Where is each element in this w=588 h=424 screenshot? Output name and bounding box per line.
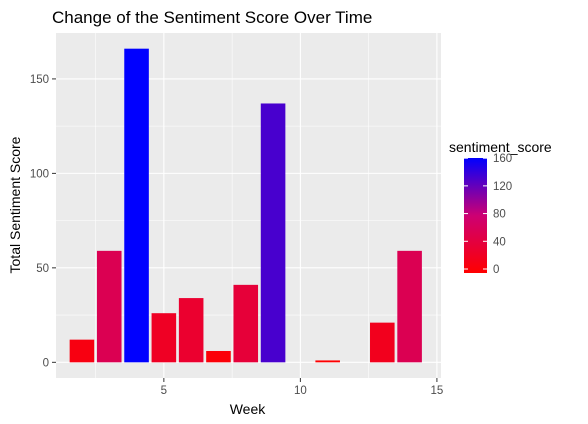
bar [260,103,286,363]
legend-label: 120 [493,181,512,193]
bar [124,48,149,363]
x-tick-label: 15 [431,385,444,397]
axes: 0 50 100 150 5 10 15 [30,74,443,397]
y-axis-title: Total Sentiment Score [7,136,23,273]
x-tick-label: 5 [161,385,167,397]
legend-colorbar [464,158,487,273]
legend-title: sentiment_score [449,139,552,155]
bar [233,284,259,363]
y-tick-label: 100 [30,168,49,180]
bar [206,350,231,363]
chart-title: Change of the Sentiment Score Over Time [52,8,372,27]
legend-label: 0 [493,264,499,276]
bar [397,250,422,363]
y-tick-label: 50 [36,263,49,275]
legend-ticks: 160 120 80 40 0 [464,153,512,276]
y-tick-label: 150 [30,74,49,86]
bar [315,360,340,363]
legend-label: 80 [493,209,506,221]
legend-label: 160 [493,153,512,165]
x-axis-title: Week [230,401,267,417]
y-tick-label: 0 [43,357,49,369]
bar [69,339,95,363]
legend-label: 40 [493,236,506,248]
x-tick-label: 10 [294,385,307,397]
bar [178,298,204,363]
bar [96,250,122,363]
bar [370,322,395,363]
bar [151,313,177,363]
legend: sentiment_score 160 120 80 40 0 [449,139,552,276]
bars [69,48,422,363]
